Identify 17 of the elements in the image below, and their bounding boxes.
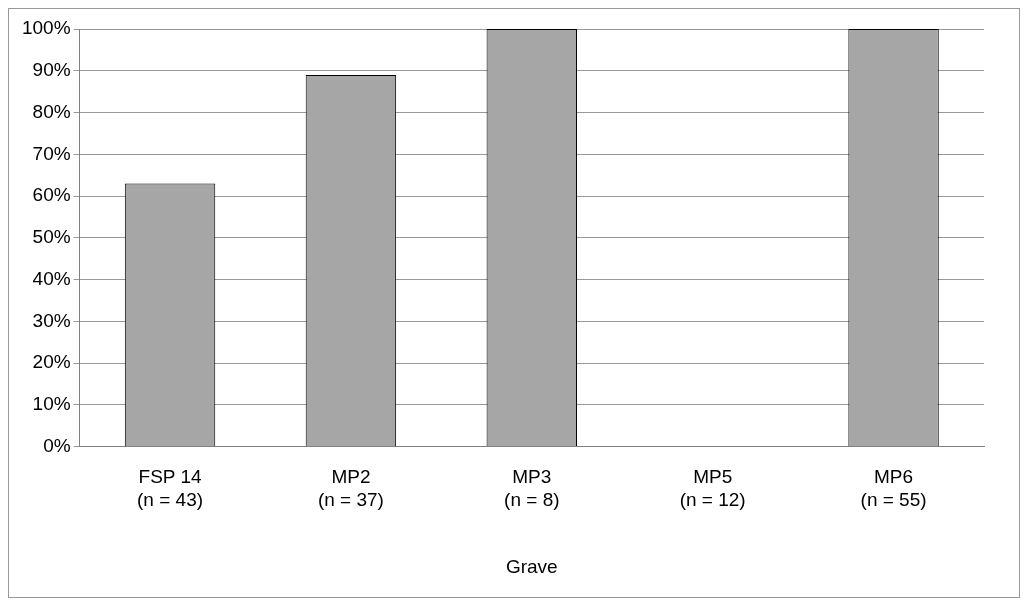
y-tick-label: 30%	[32, 309, 71, 331]
x-tick-label: MP6 (n = 55)	[860, 466, 927, 511]
x-axis-title: Grave	[505, 555, 558, 577]
x-tick-label: FSP 14 (n = 43)	[137, 466, 204, 511]
y-tick-label: 0%	[43, 434, 71, 456]
y-tick-label: 100%	[21, 17, 71, 39]
y-tick-label: 20%	[32, 351, 71, 373]
y-tick-label: 70%	[32, 142, 71, 164]
x-tick-label: MP2 (n = 37)	[317, 466, 384, 511]
y-tick-label: 50%	[32, 226, 71, 248]
y-tick-label: 40%	[32, 267, 71, 289]
y-tick-label: 80%	[32, 100, 71, 122]
y-tick-label: 60%	[32, 184, 71, 206]
x-tick-label: MP3 (n = 8)	[504, 466, 560, 511]
x-tick-label: MP5 (n = 12)	[679, 466, 746, 511]
y-tick-label: 10%	[32, 393, 71, 415]
y-tick-label: 90%	[32, 58, 71, 80]
